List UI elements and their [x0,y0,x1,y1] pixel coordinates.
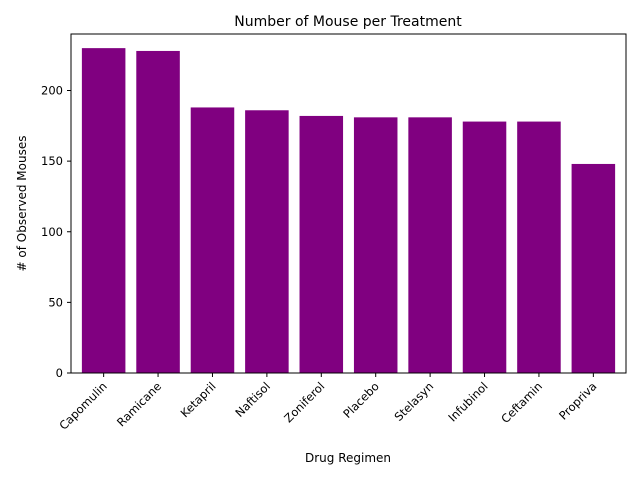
x-axis: Capomulin Ramicane Ketapril Naftisol Zonifer… [56,373,599,433]
bar-ramicane [136,50,180,373]
y-tick-label: 100 [41,225,63,239]
x-tick-label: Capomulin [56,379,109,432]
bar-naftisol [245,110,289,374]
y-tick-label: 200 [41,84,63,98]
x-tick-label: Ceftamin [498,379,545,426]
plot-frame [70,33,627,374]
bar-propriva [571,163,616,373]
x-tick-label: Stelasyn [392,379,437,424]
y-tick-label: 50 [48,295,63,309]
bar-ketapril [190,107,235,373]
x-tick-label: Placebo [340,379,382,421]
y-tick-label: 150 [41,154,63,168]
x-tick-label: Ketapril [178,379,219,420]
bar-infubinol [462,121,507,373]
y-axis: 0 50 100 150 200 [41,84,71,380]
x-tick-label: Naftisol [232,379,273,420]
bar-capomulin [81,48,126,374]
y-axis-label: # of Observed Mouses [15,136,29,272]
bar-placebo [353,117,398,373]
x-tick-label: Zoniferol [281,379,327,425]
bars-group [81,48,616,374]
bar-stelasyn [408,117,452,373]
y-tick-label: 0 [56,366,63,380]
x-tick-label: Propriva [556,379,599,422]
x-tick-label: Ramicane [114,379,164,429]
bar-zoniferol [299,115,344,374]
chart-title: Number of Mouse per Treatment [234,14,462,30]
x-tick-label: Infubinol [445,379,490,424]
x-axis-label: Drug Regimen [305,451,391,465]
bar-ceftamin [517,121,561,373]
